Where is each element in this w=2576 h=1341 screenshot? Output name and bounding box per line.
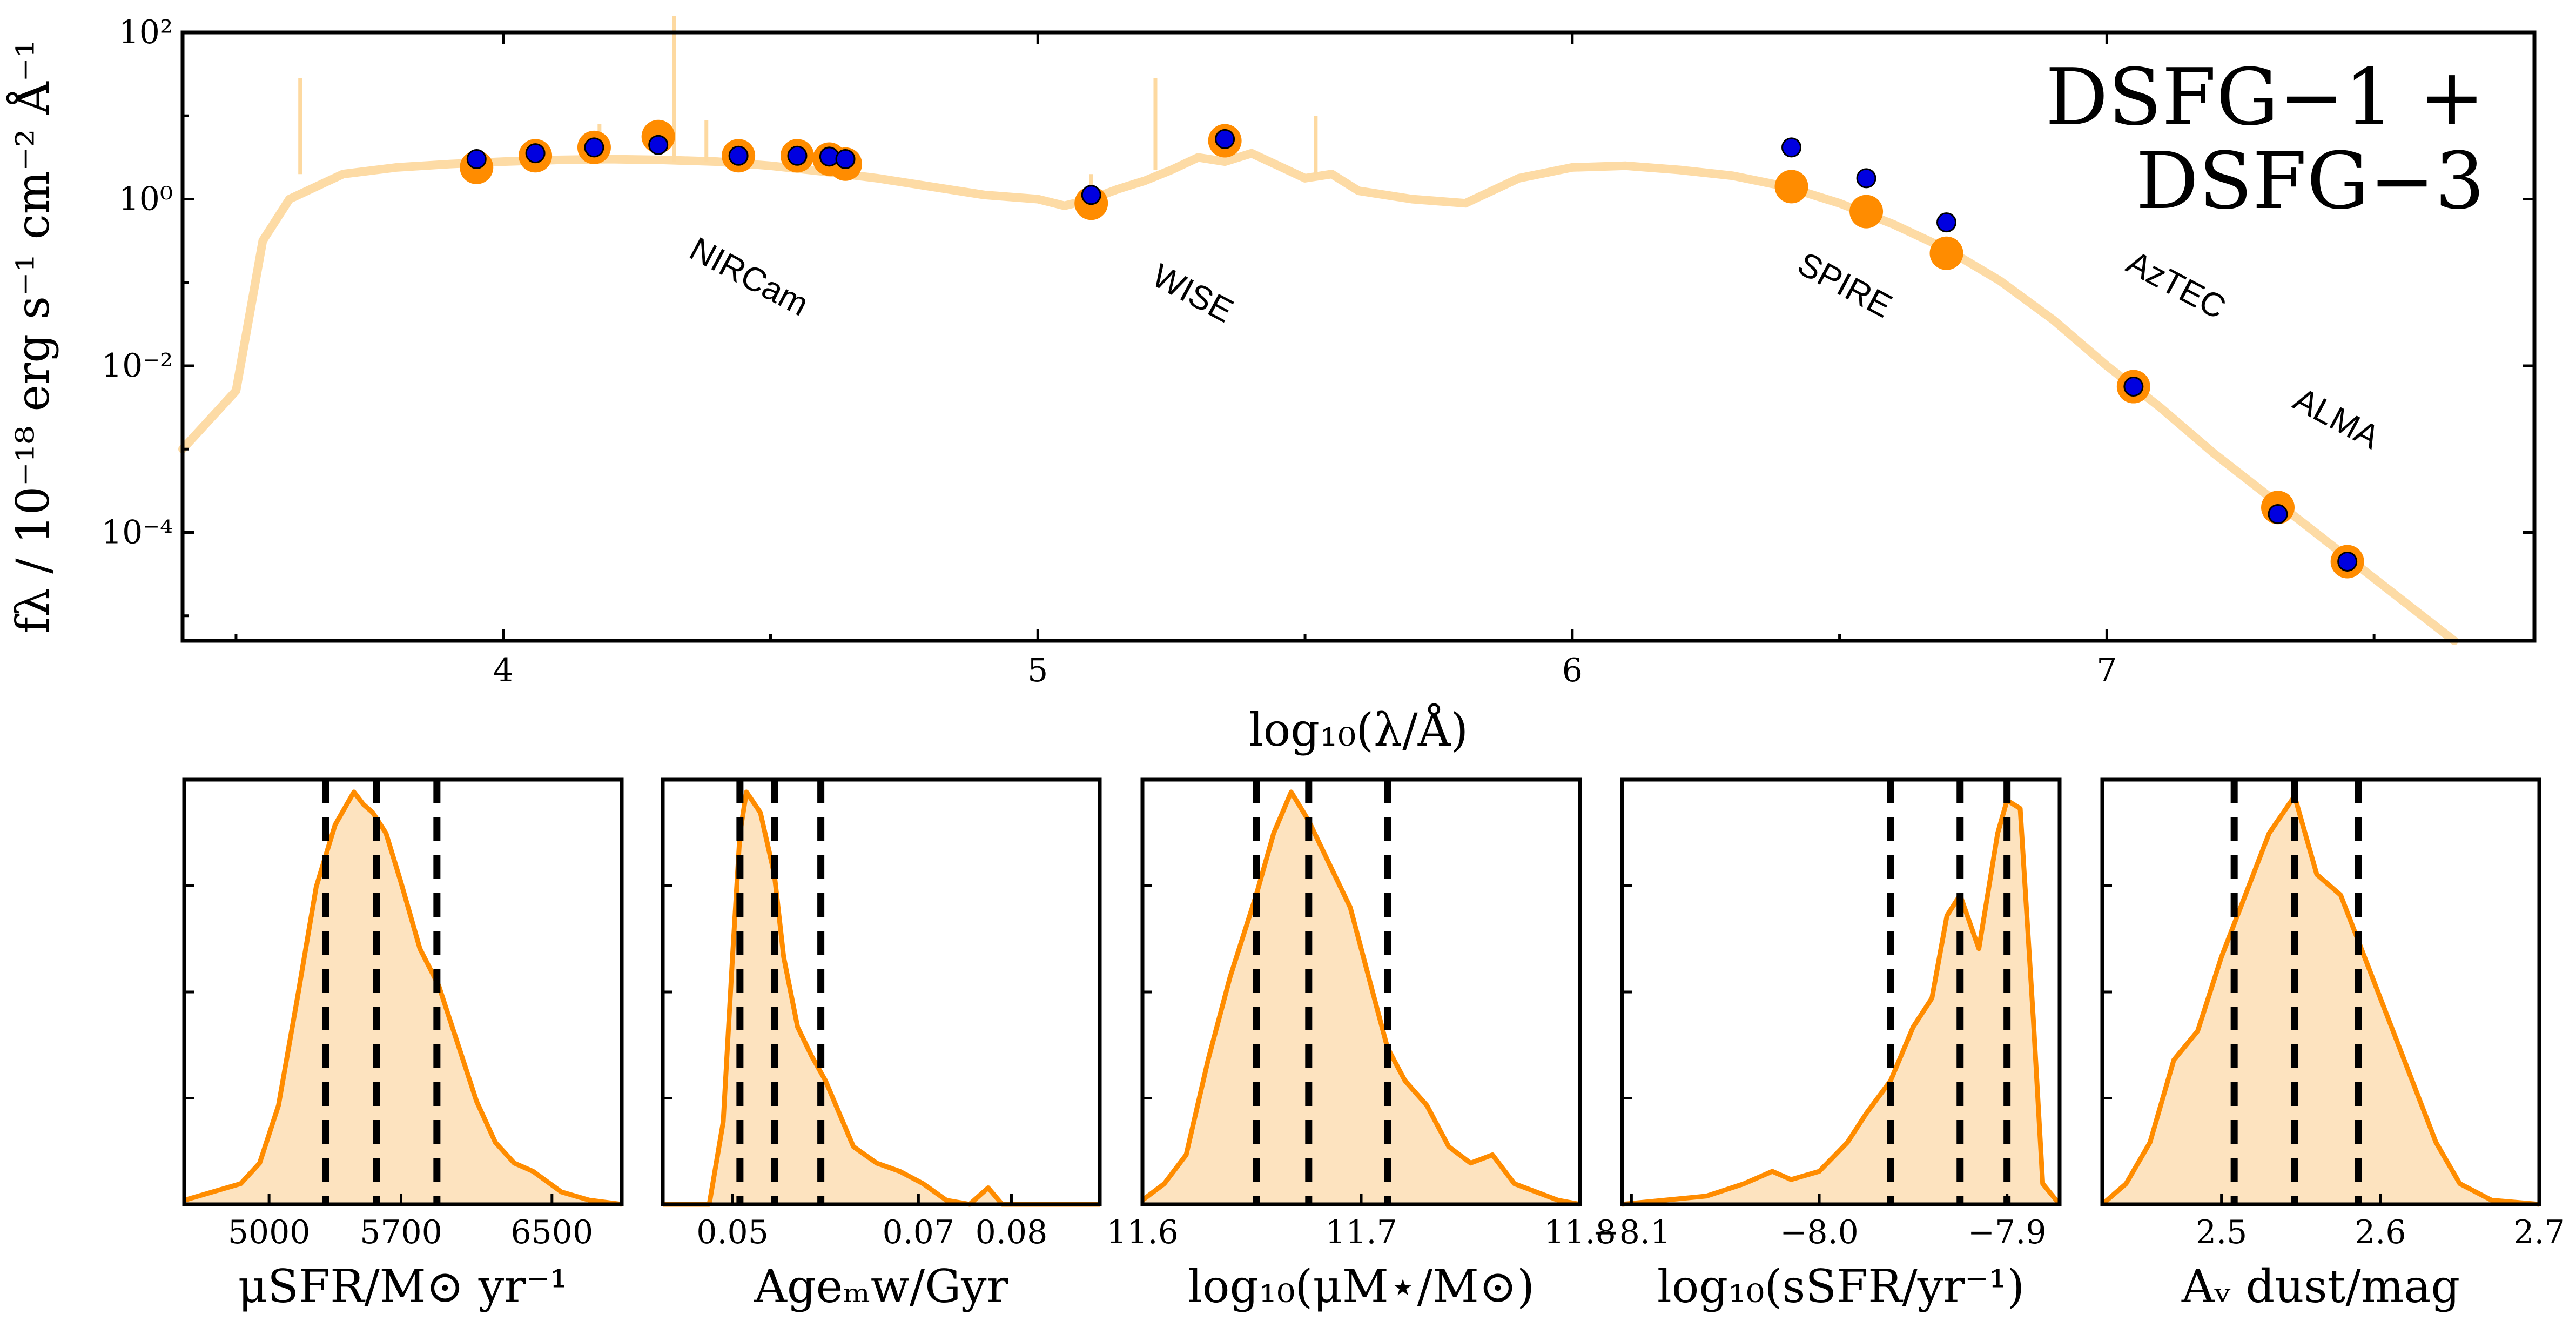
posterior-fill (1142, 792, 1580, 1204)
observed-photometry-point (466, 149, 487, 169)
instrument-label: NIRCam (684, 230, 815, 324)
sed-x-axis-label: log₁₀(λ/Å) (1249, 703, 1468, 756)
observed-photometry-point (584, 137, 604, 158)
sed-x-tick-label: 5 (1027, 652, 1048, 689)
posterior-x-tick-label: 11.7 (1325, 1213, 1397, 1251)
model-photometry-point (1849, 195, 1884, 229)
posterior-curve (663, 789, 1100, 1207)
sed-x-tick-label: 6 (1562, 652, 1583, 689)
observed-photometry-point (2337, 551, 2358, 572)
posterior-curve (183, 789, 622, 1207)
observed-photometry-point (728, 145, 749, 166)
posterior-fill (1622, 800, 2060, 1204)
posterior-panel: −8.1 −8.0 −7.9 log₁₀(sSFR/yr⁻¹) (1592, 777, 2062, 1313)
posterior-x-axis-label: log₁₀(μM⋆/M⊙) (1188, 1260, 1535, 1313)
posterior-curve (2101, 794, 2540, 1207)
posterior-fill (184, 792, 622, 1204)
posterior-fill (2102, 796, 2539, 1204)
model-photometry-point (1774, 170, 1808, 204)
sed-plot-frame (180, 30, 2537, 643)
posterior-panel: 2.5 2.6 2.7 Aᵥ dust/mag (2100, 777, 2565, 1313)
sed-y-tick-label: 10⁻² (102, 347, 173, 385)
posterior-x-tick-label: −7.9 (1968, 1213, 2047, 1251)
posterior-x-tick-label: 0.07 (883, 1213, 955, 1251)
observed-photometry-point (1856, 168, 1876, 189)
posterior-curve (1622, 797, 2062, 1207)
posterior-x-tick-label: 2.7 (2513, 1213, 2565, 1251)
posterior-x-tick-label: 0.05 (696, 1213, 769, 1251)
posterior-x-tick-label: 5000 (228, 1213, 311, 1251)
panel-title-line-2: DSFG−3 (2136, 136, 2485, 227)
posterior-x-tick-label: 6500 (510, 1213, 593, 1251)
observed-photometry-point (2268, 504, 2288, 525)
observed-photometry-point (1215, 129, 1235, 149)
sed-y-tick-label: 10⁰ (119, 180, 173, 218)
posterior-x-axis-label: μSFR/M⊙ yr⁻¹ (238, 1260, 568, 1313)
instrument-label: SPIRE (1792, 245, 1898, 325)
posterior-x-tick-label: 5700 (360, 1213, 442, 1251)
posterior-panel: 5000 5700 6500 μSFR/M⊙ yr⁻¹ (182, 777, 624, 1313)
posterior-x-tick-label: 0.08 (976, 1213, 1048, 1251)
sed-y-tick-label: 10² (119, 14, 173, 51)
observed-photometry-point (1081, 185, 1101, 205)
observed-photometry-point (2123, 377, 2144, 397)
instrument-label: WISE (1146, 257, 1239, 330)
model-spectrum-line (178, 149, 2459, 645)
sed-y-tick-label: 10⁻⁴ (102, 513, 173, 551)
observed-photometry-point (525, 143, 546, 164)
sed-x-tick-label: 4 (493, 652, 514, 689)
model-photometry-point (1929, 236, 1963, 270)
sed-panel: 4 5 6 7 10² 10⁰ 10⁻² 10⁻⁴ log₁₀(λ/Å) fλ / 10⁻¹⁸ e… (6, 14, 2537, 756)
posterior-curve (1141, 789, 1580, 1207)
observed-photometry-point (648, 135, 669, 155)
panel-title-line-1: DSFG−1 + (2046, 52, 2485, 143)
posterior-x-tick-label: 2.6 (2355, 1213, 2406, 1251)
posterior-x-tick-label: −8.0 (1780, 1213, 1859, 1251)
posterior-x-tick-label: −8.1 (1592, 1213, 1671, 1251)
posterior-x-axis-label: Ageₘᴡ/Gyr (754, 1260, 1008, 1313)
observed-photometry-point (1781, 137, 1802, 158)
posterior-x-axis-label: log₁₀(sSFR/yr⁻¹) (1657, 1260, 2025, 1313)
posterior-panels: 5000 5700 6500 μSFR/M⊙ yr⁻¹ 0.05 0.07 0.08 Ageₘ… (182, 777, 2565, 1313)
posterior-x-tick-label: 11.8 (1544, 1213, 1616, 1251)
sed-y-axis-label: fλ / 10⁻¹⁸ erg s⁻¹ cm⁻² Å⁻¹ (6, 39, 59, 634)
sed-x-tick-label: 7 (2096, 652, 2117, 689)
observed-photometry-point (787, 145, 808, 166)
posterior-x-tick-label: 11.6 (1106, 1213, 1179, 1251)
instrument-label: AzTEC (2121, 244, 2232, 326)
observed-photometry-point (1936, 212, 1956, 233)
posterior-panel: 0.05 0.07 0.08 Ageₘᴡ/Gyr (661, 777, 1102, 1313)
instrument-label: ALMA (2288, 380, 2386, 456)
observed-photometry-point (835, 149, 856, 169)
posterior-x-tick-label: 2.5 (2196, 1213, 2247, 1251)
posterior-x-axis-label: Aᵥ dust/mag (2181, 1260, 2460, 1313)
